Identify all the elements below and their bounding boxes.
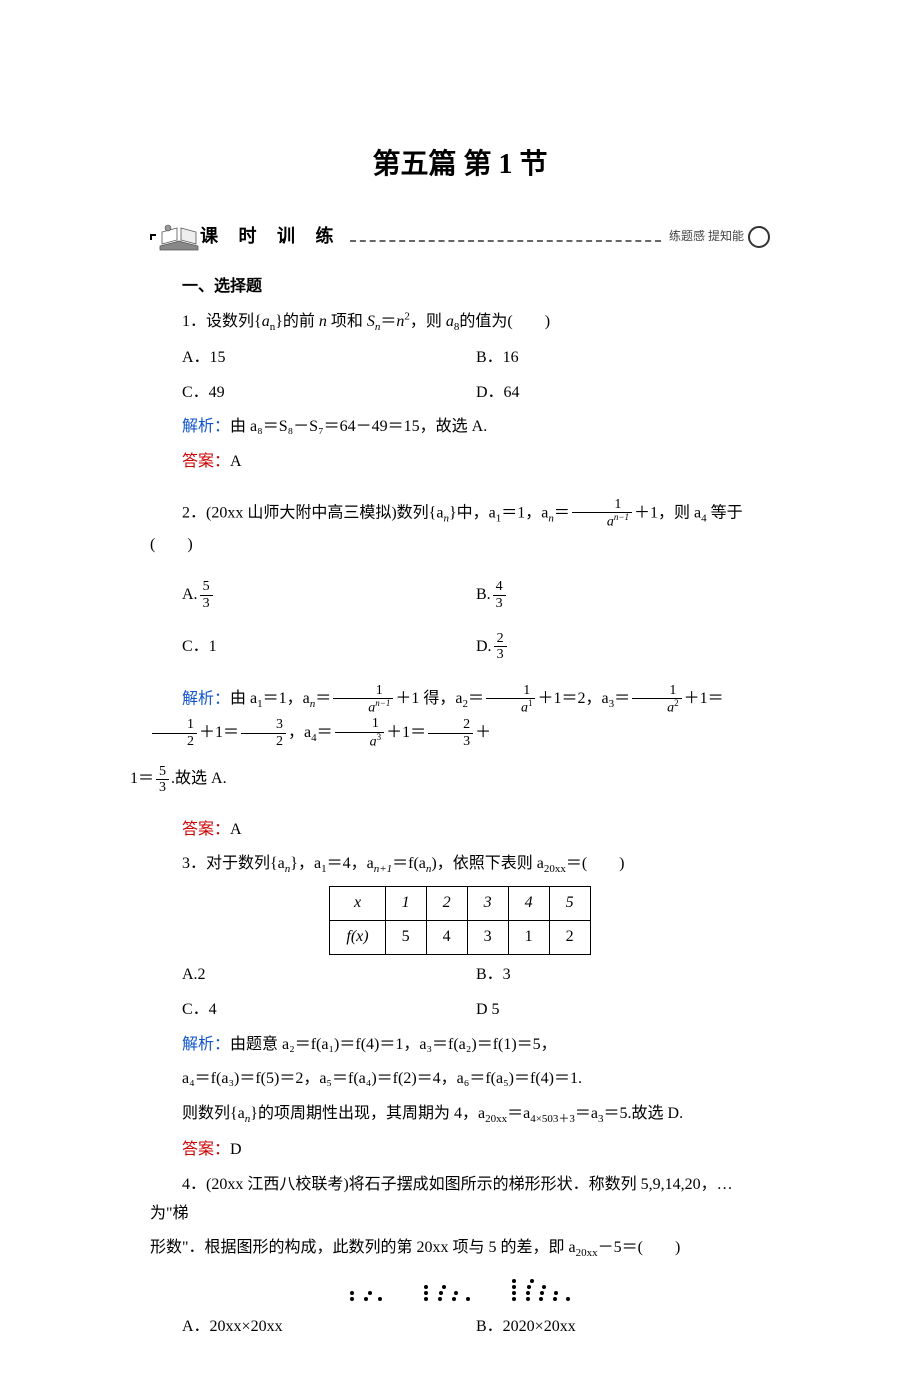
q3-optD: D 5: [476, 996, 770, 1025]
bracket-icon: [150, 234, 156, 240]
answer-label: 答案：: [182, 453, 230, 470]
q2-optA: A.53: [182, 579, 476, 611]
q2-optB: B.43: [476, 579, 770, 611]
trapezoid-2: [421, 1283, 473, 1303]
q1-text: 1．设数列{an}的前 n 项和 Sn＝n2，则 a8的值为( ): [182, 313, 550, 330]
banner-practice-text: 课 时 训 练: [200, 220, 342, 252]
q3-answer: 答案：D: [150, 1136, 770, 1165]
banner-tagline: 练题感 提知能: [669, 226, 744, 248]
q1-optB: B．16: [476, 344, 770, 373]
explain-label: 解析：: [182, 418, 230, 435]
q2-optC: C．1: [182, 631, 476, 663]
q1-answer: 答案：A: [150, 448, 770, 477]
q3-table: x12345 f(x)54312: [329, 886, 590, 955]
section-heading: 一、选择题: [150, 273, 770, 302]
banner-circle-icon: [748, 226, 770, 248]
q2-explain-line2: 1＝53.故选 A.: [130, 764, 770, 796]
q2-explain-line1: 解析：由 a1＝1，an＝1an−1＋1 得，a2＝1a1＋1＝2，a3＝1a2…: [150, 683, 770, 750]
q4-stem-l1: 4．(20xx 江西八校联考)将石子摆成如图所示的梯形形状．称数列 5,9,14…: [150, 1171, 770, 1229]
q4-stem-l2: 形数"．根据图形的构成，此数列的第 20xx 项与 5 的差，即 a20xx－5…: [150, 1234, 770, 1264]
q3-explain-2: a₄＝f(a₃)＝f(5)＝2，a₅＝f(a₄)＝f(2)＝4，a₆＝f(a₅)…: [150, 1065, 770, 1094]
q2-answer: 答案：A: [150, 816, 770, 845]
trapezoid-1: [347, 1289, 385, 1303]
book-icon: [158, 222, 200, 252]
page-title: 第五篇 第 1 节: [150, 140, 770, 190]
banner-dashed-line: [350, 240, 661, 242]
trapezoid-figure: [150, 1274, 770, 1303]
q1-optD: D．64: [476, 379, 770, 408]
q3-explain-1: 解析：由题意 a₂＝f(a₁)＝f(4)＝1，a₃＝f(a₂)＝f(1)＝5，: [150, 1031, 770, 1060]
q3-optB: B．3: [476, 961, 770, 990]
q2-stem: 2．(20xx 山师大附中高三模拟)数列{an}中，a1＝1，an＝1an−1＋…: [150, 497, 770, 559]
q1-explain: 解析：由 a₈＝S₈－S₇＝64－49＝15，故选 A.: [150, 413, 770, 442]
q1-optC: C．49: [182, 379, 476, 408]
q4-optB: B．2020×20xx: [476, 1313, 770, 1342]
table-row: x12345: [330, 887, 590, 921]
q3-optA: A.2: [182, 961, 476, 990]
q3-explain-3: 则数列{an}的项周期性出现，其周期为 4，a20xx＝a4×503＋3＝a3＝…: [150, 1100, 770, 1130]
q3-optC: C．4: [182, 996, 476, 1025]
q1-optA: A．15: [182, 344, 476, 373]
q2-optD: D.23: [476, 631, 770, 663]
q3-stem: 3．对于数列{an}，a1＝4，an+1＝f(an)，依照下表则 a20xx＝(…: [150, 850, 770, 880]
table-row: f(x)54312: [330, 921, 590, 955]
trapezoid-3: [509, 1277, 573, 1303]
q1-stem: 1．设数列{an}的前 n 项和 Sn＝n2，则 a8的值为( ): [150, 308, 770, 338]
practice-banner: 课 时 训 练 练题感 提知能: [150, 220, 770, 252]
q4-optA: A．20xx×20xx: [182, 1313, 476, 1342]
